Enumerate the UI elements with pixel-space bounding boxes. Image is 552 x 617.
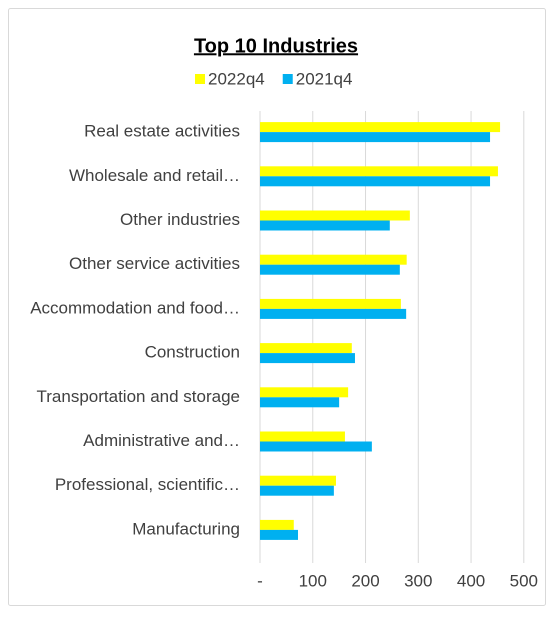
x-tick-label: 400 bbox=[457, 571, 485, 590]
bar bbox=[260, 264, 400, 275]
legend-swatch bbox=[195, 74, 205, 84]
legend-label: 2021q4 bbox=[296, 69, 353, 88]
bar bbox=[260, 441, 372, 452]
y-tick-label: Construction bbox=[145, 343, 240, 362]
chart-title: Top 10 Industries bbox=[194, 35, 358, 57]
bar bbox=[260, 308, 407, 319]
bar bbox=[260, 210, 410, 221]
bar bbox=[260, 519, 294, 530]
bar bbox=[260, 176, 491, 187]
y-tick-label: Other industries bbox=[120, 210, 240, 229]
bar bbox=[260, 166, 498, 177]
bar bbox=[260, 529, 298, 540]
y-tick-label: Other service activities bbox=[69, 254, 240, 273]
x-tick-label: 500 bbox=[510, 571, 538, 590]
y-tick-label: Transportation and storage bbox=[37, 387, 241, 406]
x-tick-label: 200 bbox=[351, 571, 379, 590]
bar bbox=[260, 387, 349, 398]
bar bbox=[260, 431, 345, 442]
y-tick-label: Administrative and… bbox=[83, 431, 240, 450]
y-tick-label: Accommodation and food… bbox=[30, 298, 240, 317]
bar bbox=[260, 343, 352, 354]
legend-label: 2022q4 bbox=[208, 69, 265, 88]
x-tick-label: 300 bbox=[404, 571, 432, 590]
y-tick-label: Wholesale and retail… bbox=[69, 166, 240, 185]
legend-swatch bbox=[282, 74, 293, 84]
x-tick-label: 100 bbox=[299, 571, 327, 590]
bar bbox=[260, 220, 390, 231]
bar bbox=[260, 485, 334, 496]
bar bbox=[260, 397, 340, 408]
x-tick-label: - bbox=[257, 571, 263, 590]
bar bbox=[260, 132, 491, 143]
y-tick-label: Professional, scientific… bbox=[55, 475, 240, 494]
bar bbox=[260, 475, 336, 486]
bar bbox=[260, 353, 355, 364]
y-tick-label: Manufacturing bbox=[132, 519, 240, 538]
bar bbox=[260, 122, 501, 133]
bar bbox=[260, 298, 401, 309]
bar bbox=[260, 254, 407, 265]
y-tick-label: Real estate activities bbox=[84, 122, 240, 141]
